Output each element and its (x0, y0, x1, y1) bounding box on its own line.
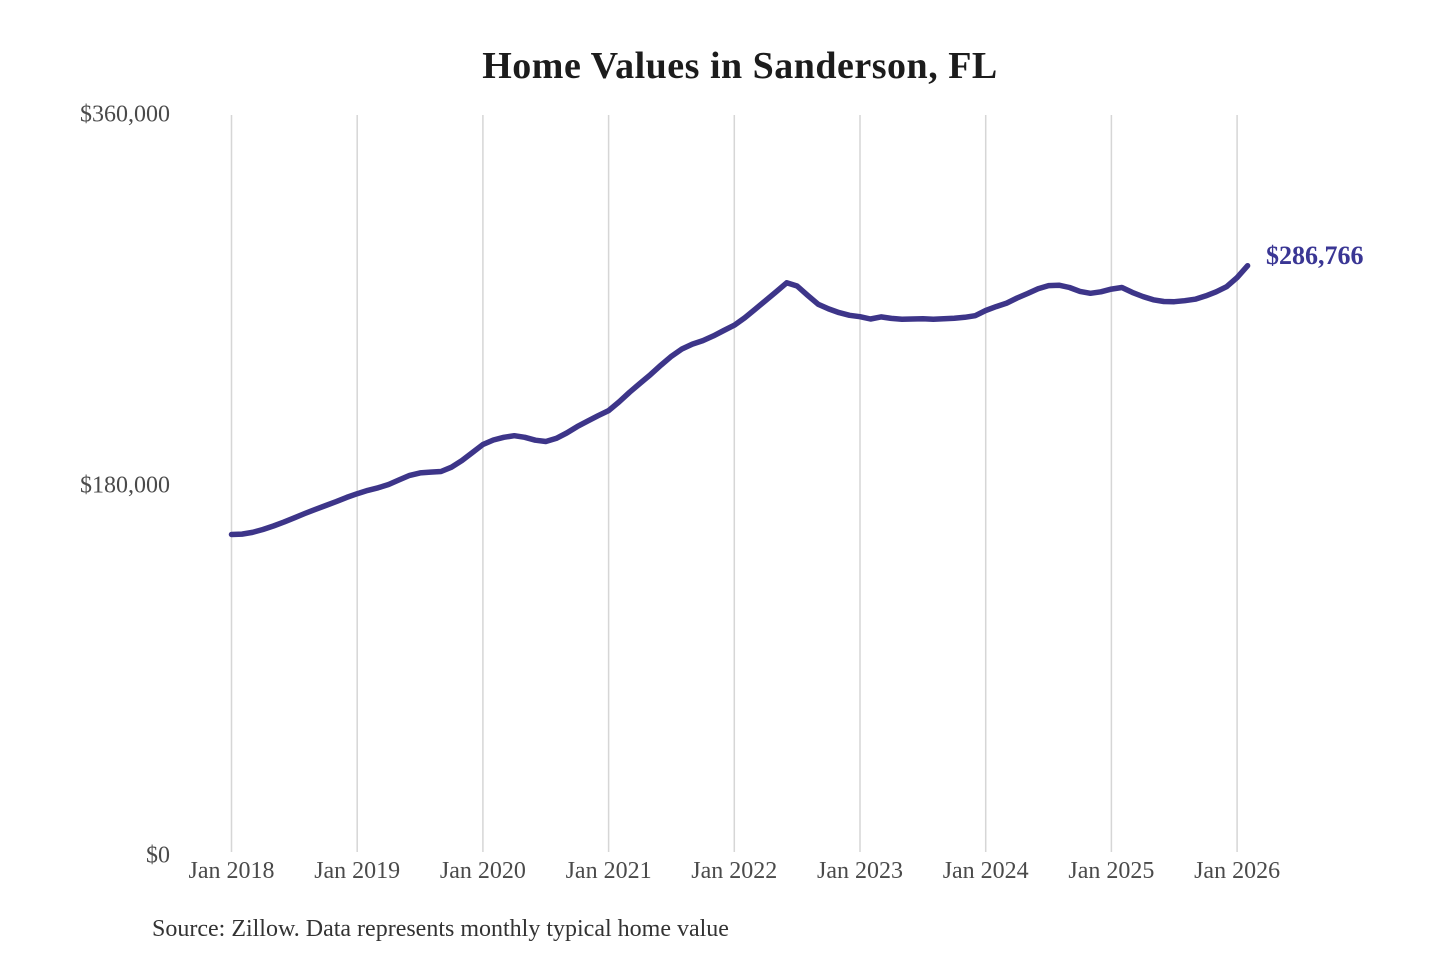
x-tick-label-jan-2019: Jan 2019 (314, 858, 401, 884)
chart-title: Home Values in Sanderson, FL (482, 45, 998, 87)
x-tick-label-jan-2018: Jan 2018 (188, 858, 275, 884)
home-value-line-series (228, 262, 1251, 538)
latest-value-label: $286,766 (1266, 241, 1364, 270)
y-tick-label-0: $0 (146, 842, 170, 869)
source-note: Source: Zillow. Data represents monthly … (152, 916, 729, 942)
x-tick-label-jan-2024: Jan 2024 (942, 858, 1029, 884)
y-tick-label-180000: $180,000 (80, 472, 170, 498)
x-tick-label-jan-2023: Jan 2023 (817, 858, 903, 884)
y-tick-label-360000: $360,000 (80, 101, 170, 128)
x-tick-label-jan-2021: Jan 2021 (565, 858, 652, 884)
x-tick-label-jan-2026: Jan 2026 (1194, 858, 1281, 884)
x-tick-label-jan-2025: Jan 2025 (1068, 858, 1155, 884)
x-tick-label-jan-2020: Jan 2020 (439, 858, 526, 884)
x-tick-label-jan-2022: Jan 2022 (691, 858, 778, 884)
vertical-gridlines (230, 115, 1238, 852)
